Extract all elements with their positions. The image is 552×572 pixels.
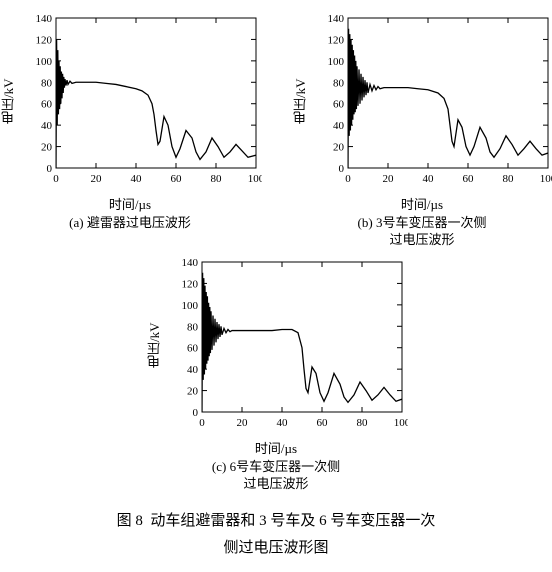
figure-number: 图 8 — [117, 513, 143, 529]
bottom-row: 电压/kV 0 20 40 60 80 100 0 20 40 60 80 100 120 140 时间/µs… — [10, 254, 542, 493]
x-tick-label: 60 — [316, 417, 328, 429]
x-tick-label: 20 — [236, 417, 248, 429]
y-tick-label: 40 — [187, 364, 199, 376]
x-tick-label: 100 — [247, 173, 261, 185]
y-axis-label: 电压/kV — [145, 254, 164, 436]
y-tick-label: 100 — [35, 56, 52, 68]
y-tick-label: 0 — [46, 163, 52, 175]
chart-area: 电压/kV 0 20 40 60 80 100 0 20 40 60 80 100 120 140 — [0, 10, 262, 192]
y-tick-label: 140 — [181, 257, 198, 269]
y-tick-label: 140 — [327, 13, 344, 25]
y-tick-label: 80 — [187, 321, 199, 333]
y-tick-label: 60 — [187, 342, 199, 354]
chart-area: 电压/kV 0 20 40 60 80 100 0 20 40 60 80 100 120 140 — [145, 254, 408, 436]
x-tick-label: 40 — [422, 173, 434, 185]
y-tick-label: 80 — [333, 77, 345, 89]
y-tick-label: 20 — [41, 142, 53, 154]
y-tick-label: 20 — [333, 142, 345, 154]
y-axis-label: 电压/kV — [0, 10, 18, 192]
x-tick-label: 0 — [199, 417, 205, 429]
panel-b: 电压/kV 0 20 40 60 80 100 0 20 40 60 80 100 120 140 时间/µs… — [281, 10, 552, 249]
y-tick-label: 0 — [192, 407, 198, 419]
top-row: 电压/kV 0 20 40 60 80 100 0 20 40 60 80 100 120 140 时间/µs… — [10, 10, 542, 249]
x-tick-label: 80 — [502, 173, 514, 185]
y-tick-label: 120 — [327, 34, 344, 46]
y-tick-label: 140 — [35, 13, 52, 25]
y-tick-label: 60 — [333, 99, 345, 111]
figure-title: 图 8 动车组避雷器和 3 号车及 6 号车变压器一次 侧过电压波形图 — [10, 508, 542, 562]
x-axis-label: 时间/µs — [255, 438, 297, 457]
figure-8: 电压/kV 0 20 40 60 80 100 0 20 40 60 80 100 120 140 时间/µs… — [10, 10, 542, 562]
x-tick-label: 20 — [382, 173, 394, 185]
x-tick-label: 40 — [130, 173, 142, 185]
x-tick-label: 20 — [90, 173, 102, 185]
y-tick-label: 40 — [333, 120, 345, 132]
panel-caption: (b) 3号车变压器一次侧过电压波形 — [358, 215, 487, 249]
chart-svg: 0 20 40 60 80 100 0 20 40 60 80 100 120 140 — [310, 10, 552, 192]
x-axis-label: 时间/µs — [401, 194, 443, 213]
y-tick-label: 120 — [181, 278, 198, 290]
y-tick-label: 100 — [327, 56, 344, 68]
x-axis-label: 时间/µs — [109, 194, 151, 213]
chart-area: 电压/kV 0 20 40 60 80 100 0 20 40 60 80 100 120 140 — [291, 10, 552, 192]
figure-title-line2: 侧过电压波形图 — [223, 540, 328, 556]
x-tick-label: 100 — [393, 417, 407, 429]
x-tick-label: 60 — [462, 173, 474, 185]
y-tick-label: 0 — [338, 163, 344, 175]
y-tick-label: 20 — [187, 385, 199, 397]
chart-svg: 0 20 40 60 80 100 0 20 40 60 80 100 120 140 — [164, 254, 408, 436]
panel-caption: (a) 避雷器过电压波形 — [69, 215, 191, 232]
x-tick-label: 100 — [539, 173, 552, 185]
x-tick-label: 40 — [276, 417, 288, 429]
x-tick-label: 80 — [210, 173, 222, 185]
panel-c: 电压/kV 0 20 40 60 80 100 0 20 40 60 80 100 120 140 时间/µs… — [135, 254, 417, 493]
y-axis-label: 电压/kV — [291, 10, 310, 192]
y-tick-label: 40 — [41, 120, 53, 132]
panel-a: 电压/kV 0 20 40 60 80 100 0 20 40 60 80 100 120 140 时间/µs… — [0, 10, 271, 249]
x-tick-label: 60 — [170, 173, 182, 185]
y-tick-label: 80 — [41, 77, 53, 89]
chart-svg: 0 20 40 60 80 100 0 20 40 60 80 100 120 140 — [18, 10, 262, 192]
panel-caption: (c) 6号车变压器一次侧过电压波形 — [212, 459, 340, 493]
y-tick-label: 100 — [181, 300, 198, 312]
y-tick-label: 60 — [41, 99, 53, 111]
figure-title-line1: 动车组避雷器和 3 号车及 6 号车变压器一次 — [150, 513, 435, 529]
x-tick-label: 0 — [53, 173, 59, 185]
y-tick-label: 120 — [35, 34, 52, 46]
x-tick-label: 80 — [356, 417, 368, 429]
x-tick-label: 0 — [345, 173, 351, 185]
